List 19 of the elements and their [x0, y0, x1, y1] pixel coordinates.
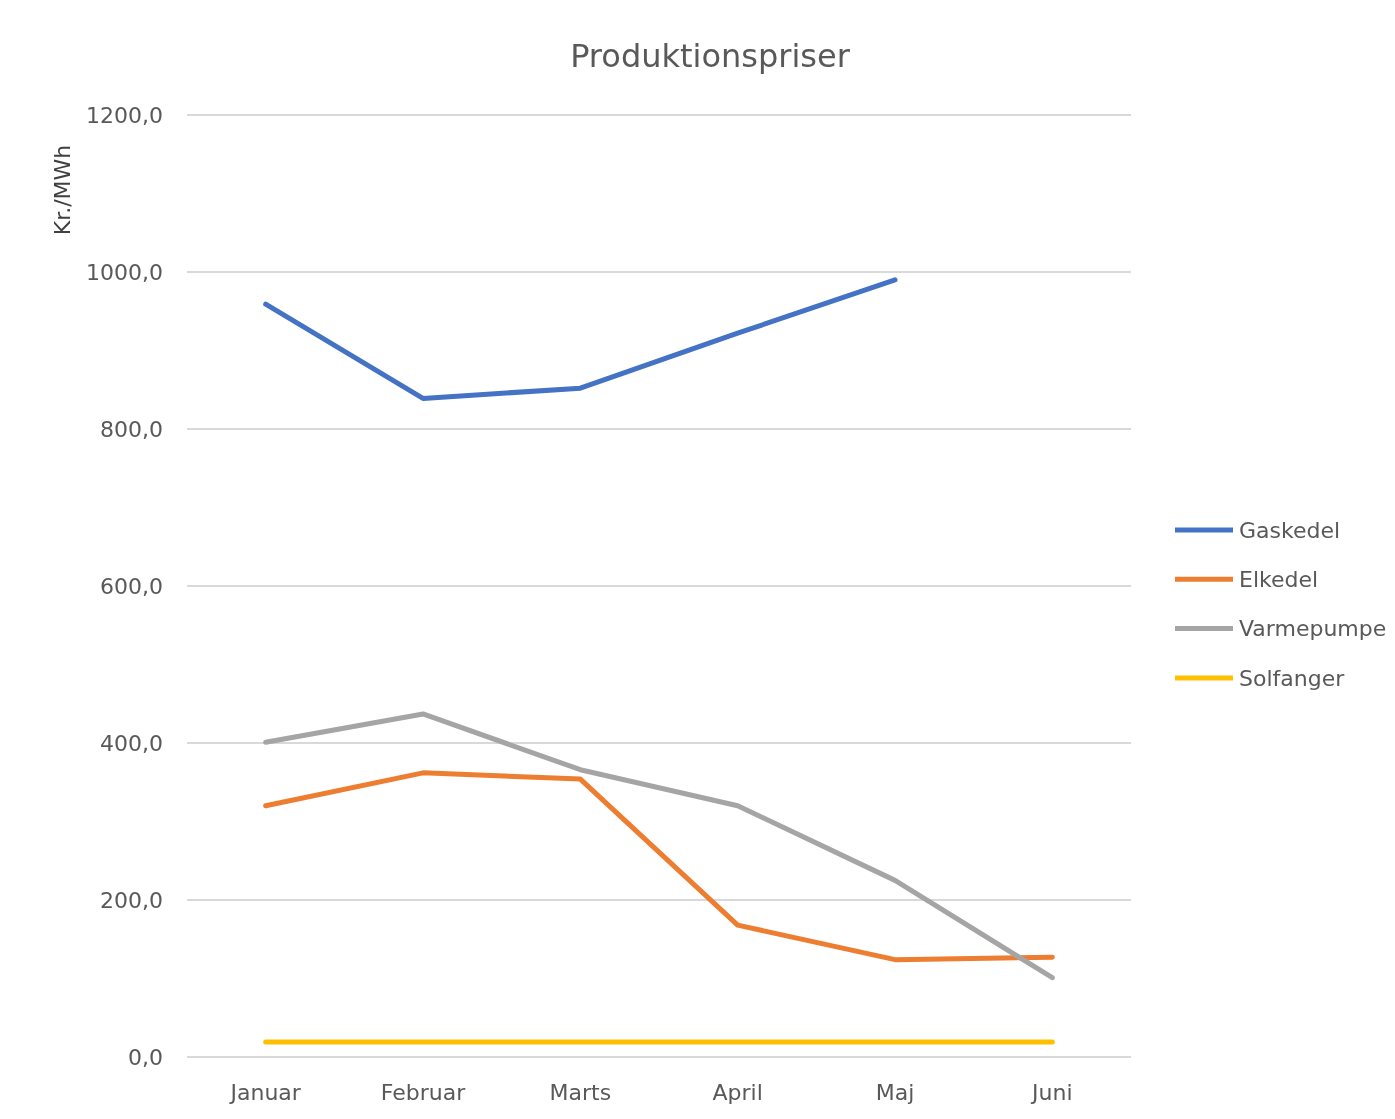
- y-tick-label: 1200,0: [86, 102, 163, 128]
- chart-title: Produktionspriser: [570, 37, 851, 75]
- legend-label: Solfanger: [1239, 665, 1346, 691]
- y-tick-label: 800,0: [100, 416, 163, 442]
- legend-label: Elkedel: [1239, 567, 1319, 592]
- y-axis-title: Kr./MWh: [50, 144, 75, 236]
- x-tick-label: Marts: [549, 1080, 612, 1105]
- legend-label: Varmepumpe: [1239, 616, 1387, 642]
- y-tick-label: 600,0: [100, 573, 163, 599]
- y-tick-label: 0,0: [128, 1044, 163, 1070]
- x-tick-label: April: [712, 1080, 763, 1105]
- x-tick-label: Juni: [1030, 1080, 1073, 1105]
- y-tick-label: 1000,0: [86, 259, 163, 285]
- x-tick-label: Februar: [380, 1080, 467, 1105]
- legend-label: Gaskedel: [1239, 517, 1341, 543]
- x-tick-label: Januar: [228, 1080, 302, 1105]
- y-tick-label: 200,0: [100, 887, 163, 913]
- x-tick-label: Maj: [875, 1080, 915, 1105]
- y-tick-label: 400,0: [100, 730, 163, 756]
